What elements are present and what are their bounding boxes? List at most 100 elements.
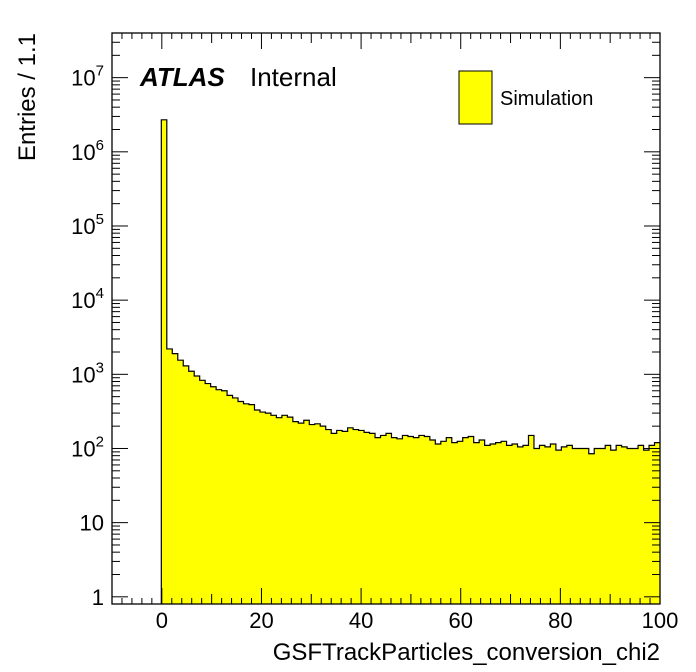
histogram-bar [462,437,469,604]
legend: Simulation [458,70,593,125]
histogram-bar [336,430,343,604]
histogram-bars [161,119,661,604]
histogram-bar [216,389,222,604]
histogram-bar [391,437,398,604]
histogram-bar [533,448,540,604]
histogram-bar [364,432,370,604]
histogram-outline [160,119,660,604]
y-tick-label: 106 [71,137,104,165]
histogram-bar [495,442,502,604]
histogram-bar [435,443,442,604]
histogram-bar [386,433,392,604]
histogram-bar [490,443,496,604]
histogram-bar [616,445,623,604]
histogram-bar [555,450,562,604]
histogram-bar [303,420,310,604]
histogram-bar [577,448,584,604]
histogram-bar [654,442,661,604]
x-axis: 0 20 40 60 80 100 [111,33,679,633]
histogram-bar [440,441,447,604]
x-axis-title: GSFTrackParticles_conversion_chi2 [273,639,660,666]
histogram-bar [572,448,579,604]
histogram-bar [561,446,568,604]
histogram-bar [177,360,184,604]
histogram-bar [627,448,633,604]
histogram-bar [457,441,464,604]
x-tick-label: 20 [249,608,273,633]
histogram-bar [501,441,507,604]
internal-label: Internal [250,62,337,92]
histogram-bar [238,401,244,604]
histogram-bar [413,437,420,604]
histogram-bar [484,445,491,604]
atlas-label: ATLAS [139,62,225,92]
histogram-bar [468,436,475,604]
histogram-bar [517,446,524,604]
histogram-bar [523,445,529,604]
histogram-bar [424,436,431,604]
histogram-bar [325,429,332,604]
histogram-bar [396,438,403,604]
histogram-bar [249,404,255,604]
histogram-bar [512,443,518,604]
legend-label: Simulation [500,88,593,110]
histogram-bar [353,429,359,604]
histogram-bar [402,435,409,604]
histogram-bar [276,417,283,604]
histogram-bar [227,395,233,604]
y-tick-label: 107 [71,63,104,91]
histogram-bar [588,453,595,604]
histogram-bar [309,424,316,604]
legend-swatch [458,70,493,125]
histogram-bar [254,410,261,604]
histogram-bar [610,450,617,604]
histogram-bar [221,390,228,604]
histogram-bar [583,448,590,604]
y-tick-label: 105 [71,211,104,239]
histogram-bar [243,403,250,604]
histogram-bar [380,435,387,604]
histogram-bar [199,380,206,604]
histogram-bar [320,426,327,604]
histogram-bar [265,413,272,604]
y-axis-title: Entries / 1.1 [14,33,41,161]
histogram-bar [369,433,376,604]
histogram-bar [259,412,266,604]
histogram-bar [287,417,294,604]
histogram-bar [210,386,217,604]
histogram-bar [188,371,195,604]
histogram-bar [342,431,349,604]
histogram-bar [506,445,513,604]
histogram-bar [594,448,601,604]
histogram-bar [161,119,168,604]
histogram-bar [429,440,436,604]
histogram-bar [292,421,299,604]
histogram-bar [183,365,190,604]
y-tick-label: 102 [71,433,104,461]
histogram-bar [347,427,354,604]
histogram-bar [528,435,535,604]
histogram-bar [314,423,321,604]
histogram-bar [232,397,239,604]
histogram-bar [539,445,546,604]
histogram-bar [166,348,173,604]
histogram-bar [550,443,557,604]
y-tick-label: 104 [71,285,104,313]
histogram-bar [358,430,365,604]
histogram-bar [446,437,453,604]
histogram-bar [375,437,381,604]
x-tick-label: 0 [156,608,168,633]
histogram-bar [643,450,650,604]
histogram-bar [298,423,305,604]
x-tick-label: 100 [642,608,679,633]
histogram-bar [172,353,179,604]
histogram-bar [649,445,655,604]
x-tick-label: 80 [548,608,572,633]
y-tick-label: 1 [92,585,104,610]
histogram-bar [544,446,551,604]
y-axis: 1 10 102 103 104 105 106 107 [71,32,660,610]
histogram-bar [632,448,639,604]
y-tick-label: 10 [80,511,104,536]
histogram-bar [605,445,612,604]
